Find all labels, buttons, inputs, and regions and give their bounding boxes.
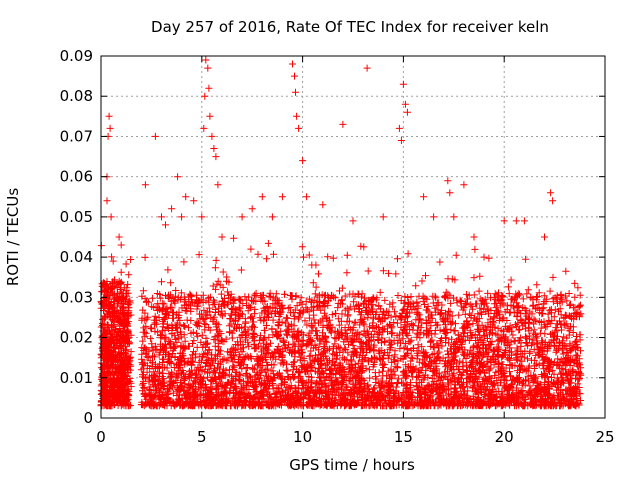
x-axis: 0 5 10 15 20 25 [96, 56, 615, 446]
y-axis-title: ROTI / TECUs [4, 188, 22, 286]
plot-frame [100, 55, 606, 419]
y-tick-label: 0.06 [60, 168, 93, 186]
y-tick-label: 0.02 [60, 329, 93, 347]
x-tick-label: 10 [293, 428, 312, 446]
data-points [97, 56, 585, 410]
x-axis-title: GPS time / hours [289, 456, 415, 474]
x-tick-label: 15 [394, 428, 413, 446]
x-tick-label: 25 [595, 428, 614, 446]
y-tick-label: 0.01 [60, 369, 93, 387]
y-tick-label: 0.09 [60, 47, 93, 65]
x-tick-label: 5 [197, 428, 207, 446]
roti-point-markers [97, 56, 585, 410]
y-tick-label: 0.05 [60, 208, 93, 226]
y-tick-label: 0.04 [60, 248, 93, 266]
x-tick-label: 20 [495, 428, 514, 446]
chart-title: Day 257 of 2016, Rate Of TEC Index for r… [151, 18, 549, 36]
y-tick-label: 0.03 [60, 288, 93, 306]
x-tick-label: 0 [96, 428, 106, 446]
y-tick-label: 0.07 [60, 127, 93, 145]
y-axis: 0 0.01 0.02 0.03 0.04 0.05 0.06 0.07 0.08 0.09 [60, 47, 605, 427]
y-tick-label: 0.08 [60, 87, 93, 105]
y-tick-label: 0 [83, 409, 93, 427]
